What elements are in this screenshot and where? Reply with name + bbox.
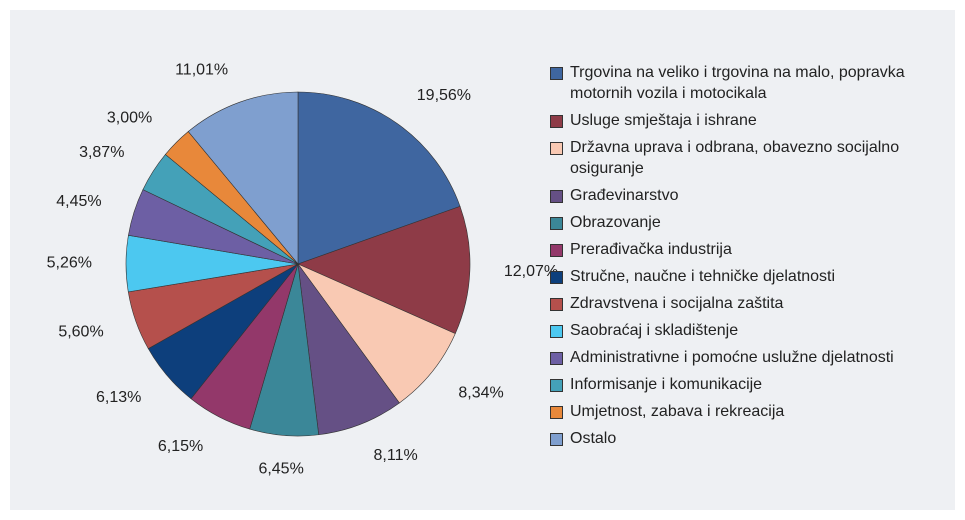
legend-item: Prerađivačka industrija: [550, 239, 950, 260]
legend-label: Prerađivačka industrija: [570, 241, 732, 258]
legend-label: Umjetnost, zabava i rekreacija: [570, 403, 785, 420]
legend-swatch: [550, 325, 563, 338]
data-label: 3,00%: [107, 110, 152, 127]
legend: Trgovina na veliko i trgovina na malo, p…: [550, 62, 950, 449]
pie-slice: [297, 91, 461, 265]
legend-swatch: [550, 67, 563, 80]
legend-swatch: [550, 433, 563, 446]
data-label: 8,11%: [374, 447, 418, 464]
legend-item: Građevinarstvo: [550, 185, 950, 206]
legend-item: Stručne, naučne i tehničke djelatnosti: [550, 266, 950, 287]
legend-item: Ostalo: [550, 428, 950, 449]
data-label: 3,87%: [79, 144, 124, 161]
legend-label: Informisanje i komunikacije: [570, 376, 763, 393]
legend-swatch: [550, 244, 563, 257]
legend-swatch: [550, 190, 563, 203]
legend-swatch: [550, 142, 563, 155]
legend-item: Usluge smještaja i ishrane: [550, 110, 950, 131]
data-label: 4,45%: [56, 193, 101, 210]
legend-label: Trgovina na veliko i trgovina na malo, p…: [570, 64, 905, 102]
data-label: 6,15%: [158, 438, 203, 455]
legend-swatch: [550, 217, 563, 230]
pie-slice: [297, 263, 456, 404]
data-label: 11,01%: [175, 61, 228, 78]
data-label: 5,60%: [58, 324, 103, 341]
data-label: 6,13%: [96, 389, 141, 406]
legend-label: Administrativne i pomoćne uslužne djelat…: [570, 349, 894, 366]
legend-swatch: [550, 115, 563, 128]
legend-label: Državna uprava i odbrana, obavezno socij…: [570, 139, 900, 177]
legend-swatch: [550, 298, 563, 311]
legend-item: Umjetnost, zabava i rekreacija: [550, 401, 950, 422]
legend-swatch: [550, 352, 563, 365]
legend-item: Administrativne i pomoćne uslužne djelat…: [550, 347, 950, 368]
pie-slice: [297, 205, 471, 334]
legend-swatch: [550, 406, 563, 419]
legend-label: Stručne, naučne i tehničke djelatnosti: [570, 268, 836, 285]
legend-item: Obrazovanje: [550, 212, 950, 233]
pie-slice: [297, 262, 400, 436]
legend-label: Usluge smještaja i ishrane: [570, 112, 757, 129]
legend-label: Zdravstvena i socijalna zaštita: [570, 295, 784, 312]
legend-label: Ostalo: [570, 430, 617, 447]
legend-item: Zdravstvena i socijalna zaštita: [550, 293, 950, 314]
legend-item: Državna uprava i odbrana, obavezno socij…: [550, 137, 950, 179]
data-label: 6,45%: [258, 461, 303, 478]
data-label: 8,34%: [458, 385, 503, 402]
data-label: 5,26%: [47, 255, 92, 272]
pie-slice: [187, 91, 299, 265]
legend-swatch: [550, 271, 563, 284]
legend-item: Informisanje i komunikacije: [550, 374, 950, 395]
legend-label: Obrazovanje: [570, 214, 661, 231]
legend-label: Građevinarstvo: [570, 187, 679, 204]
data-label: 19,56%: [417, 87, 471, 104]
legend-swatch: [550, 379, 563, 392]
legend-item: Saobraćaj i skladištenje: [550, 320, 950, 341]
legend-item: Trgovina na veliko i trgovina na malo, p…: [550, 62, 950, 104]
legend-label: Saobraćaj i skladištenje: [570, 322, 739, 339]
data-label: 12,07%: [504, 263, 558, 280]
